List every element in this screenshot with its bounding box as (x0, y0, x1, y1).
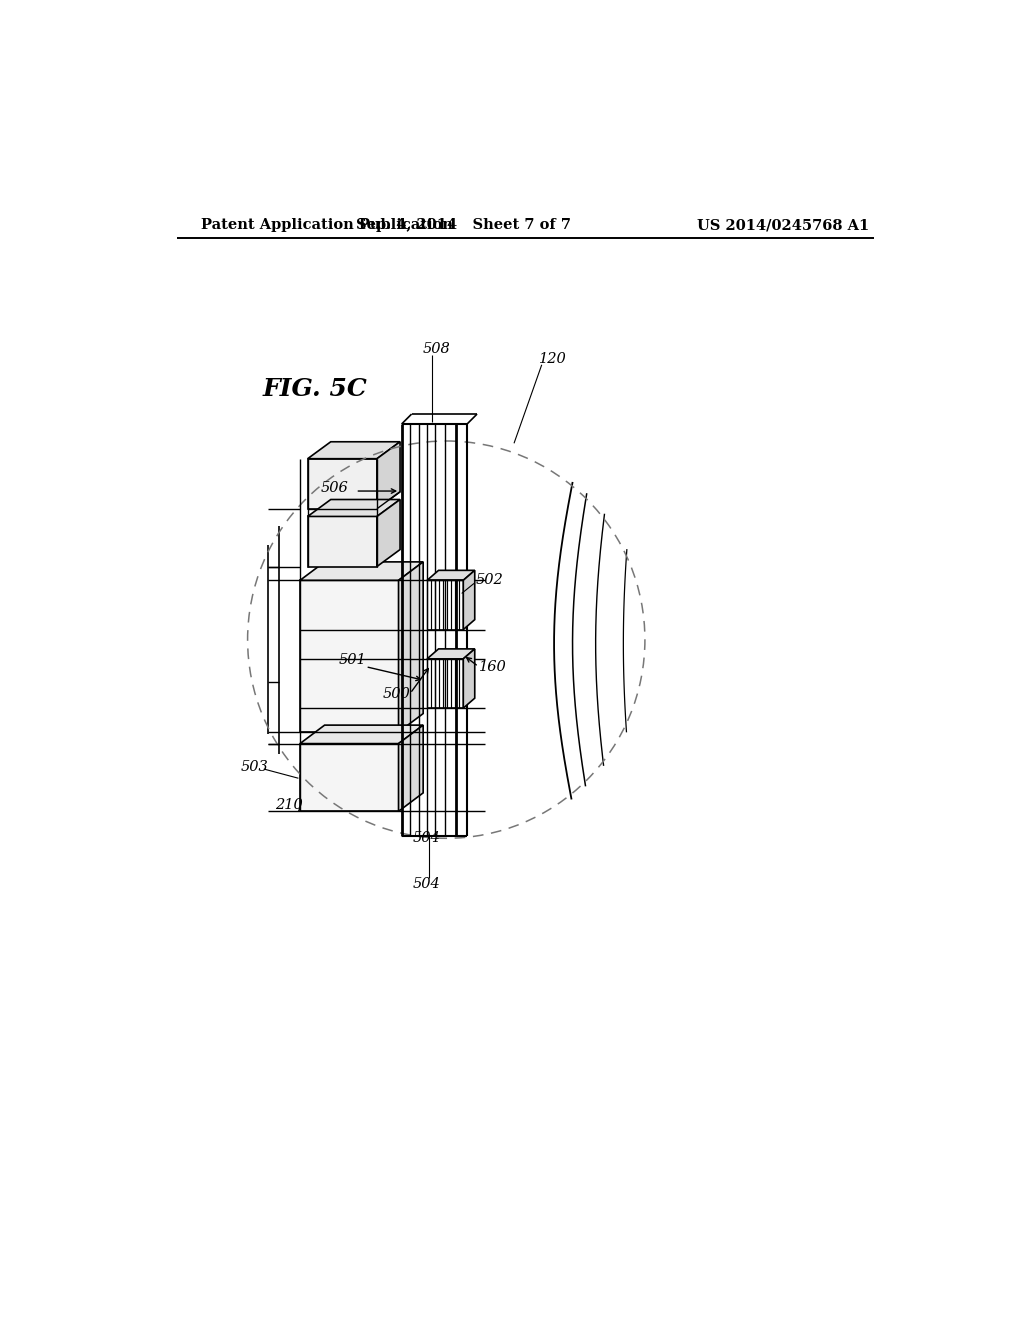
Text: FIG. 5C: FIG. 5C (263, 378, 368, 401)
Polygon shape (398, 725, 423, 812)
Text: 500: 500 (382, 686, 410, 701)
Polygon shape (307, 499, 400, 516)
Polygon shape (463, 649, 475, 708)
Polygon shape (398, 562, 423, 733)
Text: 506: 506 (321, 480, 348, 495)
Text: 504: 504 (413, 876, 441, 891)
Text: 502: 502 (475, 573, 503, 587)
Text: 160: 160 (478, 660, 506, 673)
Polygon shape (300, 562, 423, 581)
Polygon shape (427, 649, 475, 659)
Text: 503: 503 (241, 760, 268, 774)
Text: Patent Application Publication: Patent Application Publication (202, 218, 454, 232)
Polygon shape (377, 442, 400, 508)
Polygon shape (307, 516, 377, 566)
Polygon shape (377, 499, 400, 566)
Polygon shape (300, 743, 398, 812)
Text: US 2014/0245768 A1: US 2014/0245768 A1 (697, 218, 869, 232)
Polygon shape (463, 570, 475, 630)
Text: 501: 501 (339, 653, 367, 668)
Text: 210: 210 (275, 799, 303, 812)
Polygon shape (307, 442, 400, 459)
Text: 508: 508 (423, 342, 451, 356)
Text: Sep. 4, 2014   Sheet 7 of 7: Sep. 4, 2014 Sheet 7 of 7 (355, 218, 570, 232)
Text: 504: 504 (413, 830, 441, 845)
Polygon shape (307, 459, 377, 508)
Polygon shape (300, 725, 423, 743)
Polygon shape (300, 581, 398, 733)
Polygon shape (427, 570, 475, 581)
Text: 120: 120 (539, 351, 566, 366)
